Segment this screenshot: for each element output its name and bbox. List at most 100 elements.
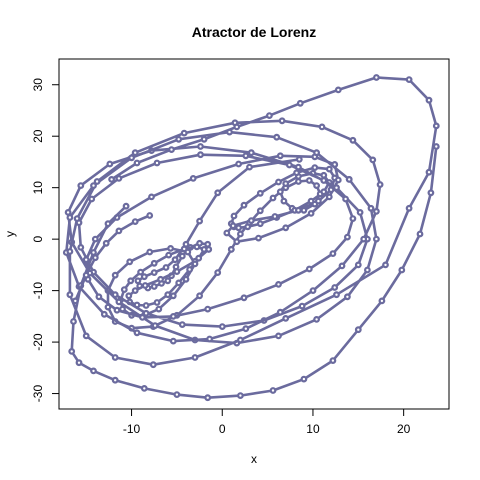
data-point bbox=[369, 156, 377, 164]
data-point bbox=[142, 309, 150, 317]
data-point bbox=[345, 175, 353, 183]
data-point bbox=[378, 297, 386, 305]
data-point bbox=[300, 206, 308, 214]
data-point bbox=[141, 282, 149, 289]
trajectory-line-3 bbox=[66, 145, 378, 345]
data-point bbox=[230, 212, 238, 220]
data-point bbox=[180, 129, 188, 137]
data-point bbox=[191, 260, 199, 268]
x-tick-label: 10 bbox=[306, 422, 320, 436]
data-point bbox=[66, 248, 74, 255]
data-point bbox=[233, 123, 241, 131]
data-point bbox=[240, 201, 248, 209]
data-point bbox=[398, 266, 406, 274]
data-point bbox=[164, 277, 172, 285]
data-point bbox=[127, 277, 135, 285]
data-point bbox=[131, 218, 139, 226]
data-point bbox=[318, 123, 326, 131]
data-point bbox=[227, 245, 235, 253]
data-point bbox=[108, 175, 115, 183]
data-point bbox=[68, 348, 76, 355]
data-point bbox=[153, 159, 161, 167]
data-point bbox=[82, 332, 90, 340]
data-point bbox=[275, 281, 282, 288]
data-point bbox=[293, 169, 301, 177]
data-point bbox=[186, 266, 194, 273]
data-point bbox=[75, 359, 83, 367]
data-point bbox=[425, 96, 433, 104]
data-point bbox=[164, 291, 172, 299]
data-point bbox=[320, 177, 328, 184]
data-point bbox=[162, 264, 170, 271]
y-tick-label: -10 bbox=[31, 282, 45, 300]
data-point bbox=[167, 244, 175, 252]
data-point bbox=[278, 117, 286, 125]
data-point bbox=[66, 291, 74, 299]
data-point bbox=[360, 235, 368, 243]
data-point bbox=[356, 208, 364, 216]
data-point bbox=[138, 314, 146, 321]
trajectory-line-4 bbox=[65, 76, 438, 367]
data-point bbox=[90, 249, 97, 256]
data-point bbox=[309, 287, 317, 295]
data-point bbox=[416, 230, 424, 238]
data-point bbox=[296, 99, 304, 107]
data-point bbox=[376, 181, 384, 189]
data-point bbox=[300, 375, 308, 383]
data-point bbox=[102, 239, 110, 247]
data-point bbox=[82, 256, 90, 264]
data-point bbox=[432, 122, 440, 130]
data-point bbox=[196, 217, 204, 225]
data-point bbox=[276, 152, 284, 160]
data-point bbox=[242, 325, 250, 333]
data-point bbox=[236, 336, 244, 344]
data-point bbox=[256, 220, 264, 228]
data-point bbox=[256, 189, 264, 197]
data-point bbox=[133, 159, 141, 167]
data-point bbox=[93, 178, 101, 185]
data-point bbox=[77, 243, 85, 251]
x-axis-label: x bbox=[251, 452, 257, 466]
data-point bbox=[169, 337, 177, 345]
y-tick-label: 20 bbox=[31, 129, 45, 143]
data-point bbox=[200, 135, 208, 143]
data-point bbox=[115, 298, 123, 306]
data-point bbox=[271, 213, 279, 220]
series-layer bbox=[62, 74, 440, 402]
data-point bbox=[313, 316, 321, 323]
y-tick-label: -30 bbox=[31, 385, 45, 403]
data-point bbox=[148, 193, 155, 201]
data-point bbox=[171, 256, 179, 264]
data-point bbox=[367, 204, 375, 212]
data-point bbox=[247, 217, 255, 225]
data-point bbox=[133, 329, 141, 337]
data-point bbox=[242, 152, 250, 160]
data-point bbox=[184, 248, 192, 256]
data-point bbox=[315, 197, 322, 205]
data-point bbox=[218, 323, 226, 331]
data-point bbox=[191, 354, 199, 361]
data-point bbox=[193, 243, 201, 251]
data-point bbox=[223, 229, 231, 237]
data-point bbox=[165, 251, 173, 259]
data-point bbox=[276, 308, 284, 316]
y-tick-label: -20 bbox=[31, 333, 45, 351]
data-point bbox=[71, 297, 79, 305]
data-point bbox=[311, 164, 319, 172]
data-point bbox=[146, 248, 154, 256]
data-point bbox=[111, 291, 119, 299]
data-point bbox=[150, 259, 158, 267]
x-tick-label: 20 bbox=[397, 422, 411, 436]
data-point bbox=[405, 76, 413, 83]
data-point bbox=[275, 178, 282, 186]
data-point bbox=[236, 230, 244, 238]
data-point bbox=[134, 277, 142, 285]
data-point bbox=[91, 235, 99, 243]
data-point bbox=[155, 305, 163, 313]
data-point bbox=[146, 212, 154, 219]
data-point bbox=[64, 208, 72, 216]
data-point bbox=[178, 321, 186, 329]
data-point bbox=[313, 149, 321, 157]
data-point bbox=[432, 143, 440, 150]
